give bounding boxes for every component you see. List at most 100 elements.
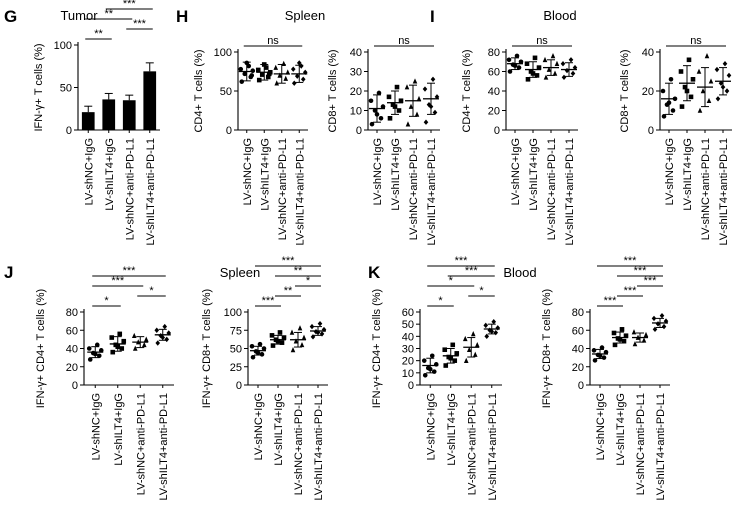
data-point <box>255 67 261 73</box>
data-point <box>423 119 429 125</box>
y-tick-label: 40 <box>66 344 78 356</box>
category-label: LV-shNC+anti-PD-L1 <box>277 138 289 240</box>
data-point <box>414 111 420 117</box>
data-point <box>257 341 263 347</box>
data-point <box>422 86 428 92</box>
category-label: LV-shILT4+anti-PD-L1 <box>564 138 576 246</box>
data-point <box>688 94 694 100</box>
data-point <box>483 322 489 329</box>
data-point <box>109 335 115 340</box>
data-point <box>164 336 170 343</box>
data-point <box>297 325 303 331</box>
significance-label: *** <box>111 275 125 287</box>
category-label: LV-shNC+anti-PD-L1 <box>124 138 136 240</box>
data-point <box>412 78 418 84</box>
data-point <box>631 329 637 335</box>
category-label: LV-shILT4+anti-PD-L1 <box>655 393 667 501</box>
data-point <box>86 346 92 351</box>
data-point <box>560 61 566 67</box>
y-tick-label: 10 <box>402 368 414 380</box>
y-axis-label: CD4+ T cells (%) <box>461 49 473 132</box>
category-label: LV-shILT4+IgG <box>113 393 125 466</box>
significance-label: ns <box>267 35 279 47</box>
panel-title-spleen-bottom: Spleen <box>220 265 260 280</box>
data-point <box>98 348 104 353</box>
data-point <box>432 109 438 116</box>
category-label: LV-shNC+IgG <box>83 138 95 205</box>
significance-label: ** <box>284 285 293 297</box>
data-point <box>239 79 245 84</box>
category-label: LV-shNC+anti-PD-L1 <box>546 138 558 240</box>
data-point <box>543 74 549 80</box>
category-label: LV-shNC+IgG <box>90 393 102 460</box>
y-tick-label: 40 <box>572 344 584 356</box>
y-tick-label: 20 <box>642 86 654 98</box>
data-point <box>552 70 558 76</box>
significance-label: ** <box>94 28 103 40</box>
y-tick-label: 40 <box>402 331 414 343</box>
data-point <box>263 65 269 70</box>
data-point <box>162 323 168 330</box>
y-axis-label: CD4+ T cells (%) <box>193 49 205 132</box>
y-tick-label: 10 <box>350 106 362 118</box>
data-point <box>518 59 524 65</box>
y-axis-label: IFN-γ+ CD8+ T cells (%) <box>201 289 213 408</box>
data-point <box>632 341 638 347</box>
bar <box>102 99 116 130</box>
data-point <box>534 73 540 78</box>
y-tick-label: 80 <box>572 307 584 319</box>
category-label: LV-shNC+IgG <box>510 138 522 205</box>
data-point <box>421 358 427 363</box>
chart-i-4: 0 20 40 CD8+ T cells (%) LV-shNC+IgG LV-shILT… <box>619 35 732 246</box>
data-point <box>659 312 665 319</box>
y-axis-label: CD8+ T cells (%) <box>327 49 339 132</box>
data-point <box>291 80 297 86</box>
panel-title-blood-bottom: Blood <box>503 265 536 280</box>
data-point <box>396 108 402 113</box>
data-point <box>317 320 323 327</box>
y-tick-label: 30 <box>350 67 362 79</box>
data-point <box>466 346 472 353</box>
data-point <box>697 107 703 113</box>
category-label: LV-shNC+anti-PD-L1 <box>135 393 147 495</box>
data-point <box>110 349 116 355</box>
category-label: LV-shNC+anti-PD-L1 <box>466 393 478 495</box>
significance-label: *** <box>624 255 638 267</box>
data-point <box>274 80 280 86</box>
data-point <box>493 329 499 336</box>
data-point <box>686 57 692 63</box>
data-point <box>651 315 657 322</box>
data-point <box>408 103 414 109</box>
panel-title-spleen-top: Spleen <box>285 8 325 23</box>
data-point <box>621 338 627 344</box>
data-point <box>250 354 256 360</box>
data-point <box>715 96 721 102</box>
category-label: LV-shNC+IgG <box>253 393 265 460</box>
category-label: LV-shNC+IgG <box>372 138 384 205</box>
data-point <box>299 341 305 348</box>
data-point <box>708 78 714 84</box>
data-point <box>462 335 468 342</box>
data-point <box>592 358 598 363</box>
data-point <box>655 321 661 327</box>
significance-label: *** <box>644 275 658 287</box>
data-point <box>94 342 100 348</box>
data-point <box>506 57 512 63</box>
data-point <box>300 76 306 82</box>
data-point <box>726 72 732 79</box>
significance-label: * <box>104 295 109 307</box>
category-label: LV-shILT4+anti-PD-L1 <box>158 393 170 501</box>
significance-label: *** <box>465 265 479 277</box>
y-tick-label: 0 <box>226 125 232 137</box>
y-tick-label: 75 <box>230 325 242 337</box>
data-point <box>301 334 307 340</box>
category-label: LV-shNC+anti-PD-L1 <box>700 138 712 240</box>
category-label: LV-shNC+IgG <box>242 138 254 205</box>
data-point <box>132 345 138 351</box>
significance-label: * <box>449 275 454 287</box>
significance-label: *** <box>262 295 276 307</box>
data-point <box>570 70 576 77</box>
data-point <box>398 98 404 104</box>
data-point <box>495 325 501 331</box>
